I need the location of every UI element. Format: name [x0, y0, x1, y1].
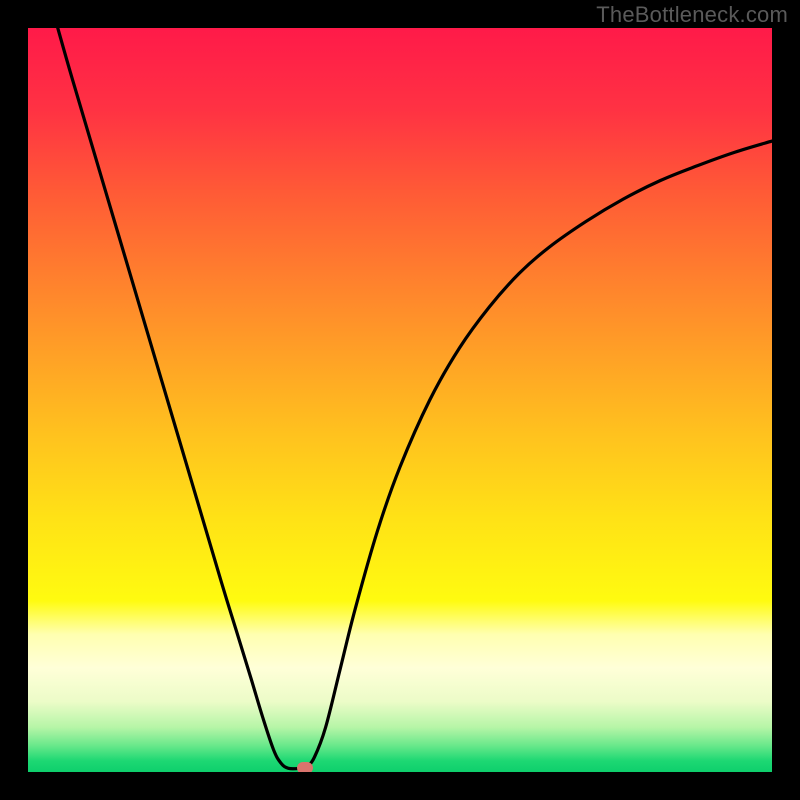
- chart-plot-area: [28, 28, 772, 772]
- bottleneck-curve: [28, 28, 772, 772]
- optimum-marker: [297, 762, 313, 772]
- curve-path: [58, 28, 772, 769]
- watermark-text: TheBottleneck.com: [596, 2, 788, 28]
